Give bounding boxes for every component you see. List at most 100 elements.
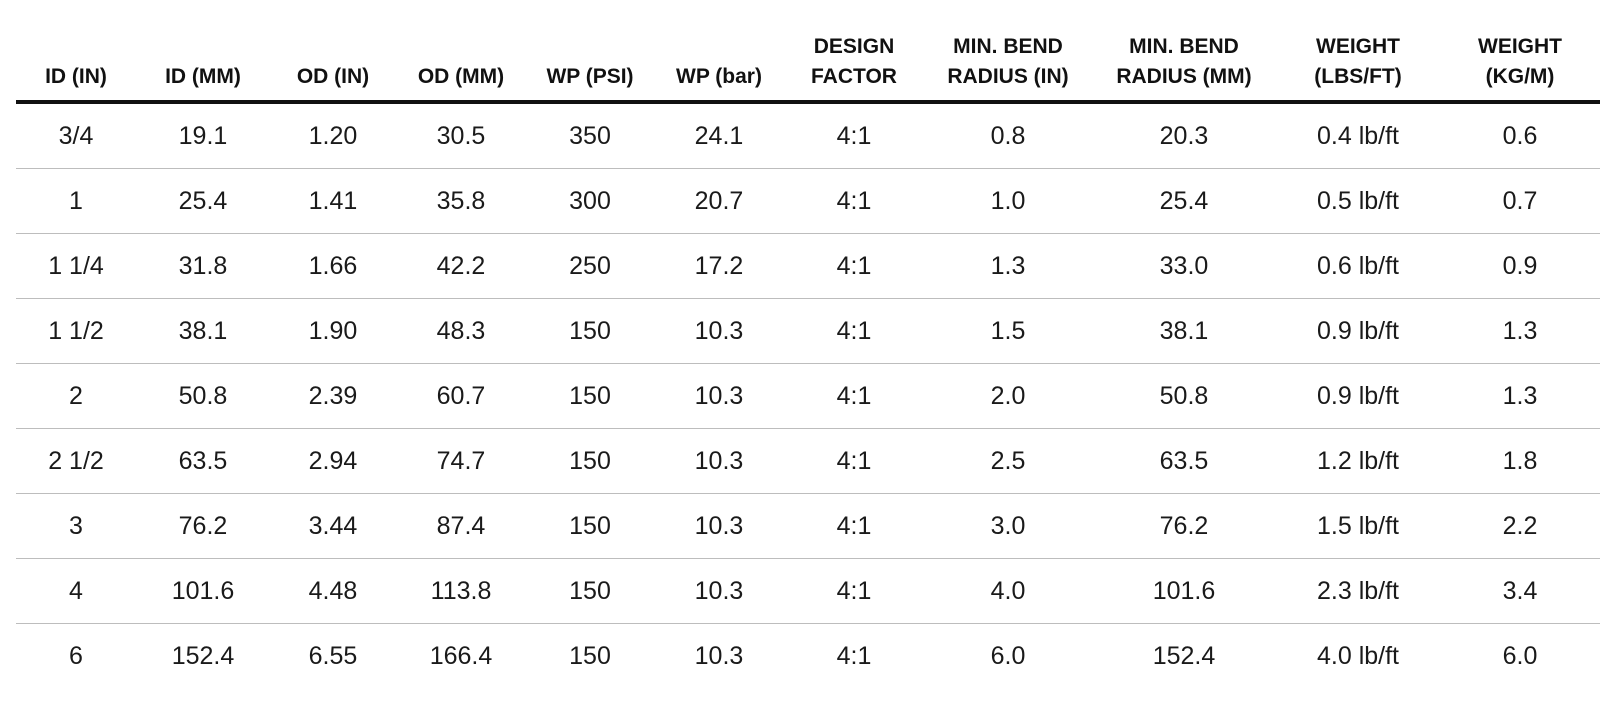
cell-wp-bar: 10.3 — [654, 493, 784, 559]
hose-spec-table: ID (IN) ID (MM) OD (IN) OD (MM) WP (PSI) WP (… — [16, 0, 1600, 688]
header-line: (LBS/FT) — [1314, 65, 1402, 88]
cell-id-mm: 50.8 — [136, 363, 270, 429]
cell-id-in: 2 1/2 — [16, 428, 136, 494]
cell-wp-bar: 17.2 — [654, 233, 784, 299]
header-line: WP (bar) — [676, 65, 762, 88]
header-line: MIN. BEND — [953, 35, 1063, 58]
cell-min-bend-radius-in: 4.0 — [924, 558, 1092, 624]
cell-min-bend-radius-in: 2.0 — [924, 363, 1092, 429]
cell-weight-kg-m: 6.0 — [1502, 641, 1538, 670]
header-line: DESIGN — [813, 35, 895, 58]
table-row: 2 1/2 63.5 2.94 74.7 150 10.3 4:1 2.5 63.5 1.2 lb… — [16, 428, 1600, 494]
cell-od-mm: 74.7 — [396, 428, 526, 494]
header-id-in: ID (IN) — [16, 0, 136, 104]
cell-min-bend-radius-mm: 50.8 — [1092, 363, 1276, 429]
cell-od-mm: 87.4 — [396, 493, 526, 559]
cell-min-bend-radius-in: 1.0 — [924, 168, 1092, 234]
cell-wp-psi: 150 — [526, 363, 654, 429]
cell-wp-bar: 10.3 — [694, 641, 744, 670]
cell-wp-psi: 300 — [526, 168, 654, 234]
cell-id-in: 6 — [69, 641, 83, 670]
cell-weight-kg-m: 1.8 — [1440, 428, 1600, 494]
cell-min-bend-radius-in: 0.8 — [924, 102, 1092, 169]
cell-design-factor: 4:1 — [784, 493, 924, 559]
cell-od-in: 3.44 — [270, 493, 396, 559]
cell-min-bend-radius-mm: 20.3 — [1092, 102, 1276, 169]
table-row: 1 25.4 1.41 35.8 300 20.7 4:1 1.0 25.4 0.5 lb/ft 0… — [16, 168, 1600, 234]
cell-design-factor: 4:1 — [784, 102, 924, 169]
cell-id-mm: 31.8 — [136, 233, 270, 299]
header-line: OD (MM) — [417, 65, 505, 88]
cell-weight-kg-m: 2.2 — [1440, 493, 1600, 559]
cell-od-in: 1.90 — [270, 298, 396, 364]
header-line: OD (IN) — [296, 65, 370, 88]
header-weight-lbs-ft: WEIGHT (LBS/FT) — [1276, 0, 1440, 104]
cell-od-mm: 60.7 — [396, 363, 526, 429]
cell-design-factor: 4:1 — [784, 428, 924, 494]
table-row: 3 76.2 3.44 87.4 150 10.3 4:1 3.0 76.2 1.5 lb/ft 2… — [16, 493, 1600, 559]
cell-wp-bar: 24.1 — [654, 102, 784, 169]
cell-id-in: 3/4 — [16, 102, 136, 169]
cell-weight-kg-m: 0.6 — [1440, 102, 1600, 169]
cell-weight-kg-m: 3.4 — [1440, 558, 1600, 624]
cell-od-mm: 42.2 — [396, 233, 526, 299]
cell-wp-psi: 150 — [569, 641, 611, 670]
cell-weight-lbs-ft: 4.0 lb/ft — [1317, 641, 1399, 670]
cell-min-bend-radius-mm: 101.6 — [1092, 558, 1276, 624]
cell-design-factor: 4:1 — [784, 168, 924, 234]
cell-weight-lbs-ft: 2.3 lb/ft — [1276, 558, 1440, 624]
cell-wp-bar: 10.3 — [654, 298, 784, 364]
cell-design-factor: 4:1 — [784, 233, 924, 299]
header-line: ID (MM) — [165, 65, 241, 88]
cell-od-in: 6.55 — [308, 641, 358, 670]
cell-od-mm: 166.4 — [429, 641, 493, 670]
cell-min-bend-radius-in: 6.0 — [990, 641, 1026, 670]
header-design-factor: DESIGN FACTOR — [784, 0, 924, 104]
cell-weight-kg-m: 1.3 — [1440, 363, 1600, 429]
cell-id-mm: 19.1 — [136, 102, 270, 169]
header-min-bend-radius-in: MIN. BEND RADIUS (IN) — [924, 0, 1092, 104]
cell-weight-kg-m: 0.9 — [1440, 233, 1600, 299]
header-id-mm: ID (MM) — [136, 0, 270, 104]
cell-design-factor: 4:1 — [784, 363, 924, 429]
cell-wp-psi: 150 — [526, 493, 654, 559]
header-line: RADIUS (MM) — [1116, 65, 1252, 88]
cell-design-factor: 4:1 — [784, 558, 924, 624]
header-line: WEIGHT — [1478, 35, 1562, 58]
cell-wp-bar: 10.3 — [654, 363, 784, 429]
header-line: (KG/M) — [1485, 65, 1555, 88]
header-line: MIN. BEND — [1129, 35, 1239, 58]
cell-id-in: 2 — [16, 363, 136, 429]
table-row: 1 1/2 38.1 1.90 48.3 150 10.3 4:1 1.5 38.1 0.9 lb… — [16, 298, 1600, 364]
cell-id-mm: 25.4 — [136, 168, 270, 234]
header-wp-bar: WP (bar) — [654, 0, 784, 104]
cell-id-mm: 76.2 — [136, 493, 270, 559]
table-row: 2 50.8 2.39 60.7 150 10.3 4:1 2.0 50.8 0.9 lb/ft 1… — [16, 363, 1600, 429]
cell-od-in: 1.66 — [270, 233, 396, 299]
cell-wp-bar: 20.7 — [654, 168, 784, 234]
cell-wp-bar: 10.3 — [654, 558, 784, 624]
cell-weight-lbs-ft: 0.4 lb/ft — [1276, 102, 1440, 169]
cell-wp-psi: 250 — [526, 233, 654, 299]
cell-id-mm: 152.4 — [171, 641, 235, 670]
cell-id-in: 1 — [16, 168, 136, 234]
cell-min-bend-radius-mm: 25.4 — [1092, 168, 1276, 234]
cell-id-mm: 101.6 — [136, 558, 270, 624]
table-row: 3/4 19.1 1.20 30.5 350 24.1 4:1 0.8 20.3 0.4 lb/f… — [16, 102, 1600, 169]
cell-od-in: 1.41 — [270, 168, 396, 234]
cell-min-bend-radius-mm: 38.1 — [1092, 298, 1276, 364]
cell-weight-lbs-ft: 0.5 lb/ft — [1276, 168, 1440, 234]
header-weight-kg-m: WEIGHT (KG/M) — [1440, 0, 1600, 104]
cell-wp-bar: 10.3 — [654, 428, 784, 494]
cell-wp-psi: 150 — [526, 428, 654, 494]
header-line: RADIUS (IN) — [947, 65, 1069, 88]
cell-weight-kg-m: 0.7 — [1440, 168, 1600, 234]
cell-id-in: 1 1/2 — [16, 298, 136, 364]
table-row: 1 1/4 31.8 1.66 42.2 250 17.2 4:1 1.3 33.0 0.6 lb… — [16, 233, 1600, 299]
cell-wp-psi: 150 — [526, 298, 654, 364]
cell-id-mm: 38.1 — [136, 298, 270, 364]
cell-id-mm: 63.5 — [136, 428, 270, 494]
cell-wp-psi: 150 — [526, 558, 654, 624]
cell-od-in: 2.94 — [270, 428, 396, 494]
cell-weight-lbs-ft: 0.9 lb/ft — [1276, 298, 1440, 364]
